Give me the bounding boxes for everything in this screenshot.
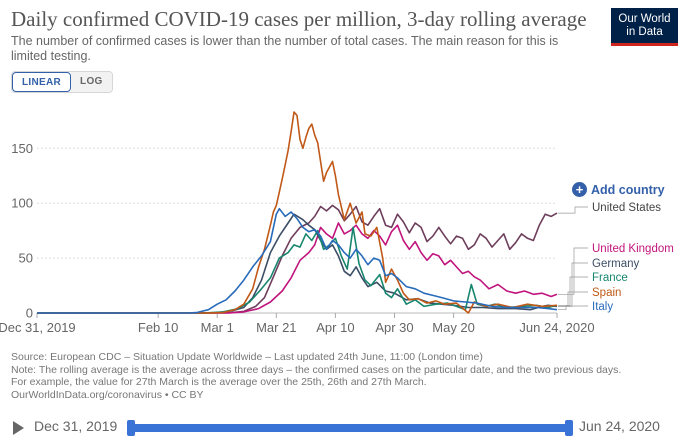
end-label-france[interactable]: France [592, 272, 628, 284]
rolling-average-note: Note: The rolling average is the average… [11, 363, 622, 376]
plus-circle-icon: + [572, 182, 587, 197]
add-country-button[interactable]: + Add country [572, 182, 665, 197]
timeline: Dec 31, 2019 Jun 24, 2020 [11, 416, 679, 440]
timeline-track[interactable] [131, 424, 569, 432]
source-link[interactable]: OurWorldInData.org/coronavirus • CC BY [11, 388, 204, 401]
log-scale-button[interactable]: LOG [71, 72, 112, 92]
y-tick-0: 0 [26, 306, 33, 321]
x-tick-0: Dec 31, 2019 [0, 320, 76, 335]
leader-line-italy [558, 305, 588, 311]
series-line-spain[interactable] [36, 111, 558, 314]
end-label-spain[interactable]: Spain [592, 287, 621, 299]
chart-subtitle: The number of confirmed cases is lower t… [11, 34, 559, 63]
owid-logo[interactable]: Our World in Data [611, 8, 678, 46]
end-label-united-states[interactable]: United States [592, 202, 661, 214]
x-tick-6: May 20 [432, 320, 475, 335]
end-label-united-kingdom[interactable]: United Kingdom [592, 243, 674, 255]
chart-title: Daily confirmed COVID-19 cases per milli… [11, 7, 587, 31]
example-note: For example, the value for 27th March is… [11, 376, 427, 388]
series-line-france[interactable] [36, 226, 558, 314]
end-label-italy[interactable]: Italy [592, 301, 613, 313]
leader-line-france [558, 276, 588, 306]
leader-line-spain [558, 291, 588, 306]
x-tick-1: Feb 10 [138, 320, 178, 335]
chart-footer: Source: European CDC – Situation Update … [11, 351, 671, 401]
logo-line-2: in Data [626, 26, 663, 38]
x-axis: Dec 31, 2019 Feb 10 Mar 1 Mar 21 Apr 10 Apr 3… [0, 313, 595, 335]
series-lines [36, 111, 558, 314]
add-country-label: Add country [591, 182, 665, 197]
timeline-start-handle[interactable] [127, 420, 135, 436]
y-tick-100: 100 [11, 196, 33, 211]
timeline-start-label: Dec 31, 2019 [34, 418, 118, 434]
y-axis: 0 50 100 150 [11, 141, 33, 321]
series-line-united-kingdom[interactable] [36, 222, 558, 314]
timeline-end-handle[interactable] [565, 420, 573, 436]
linear-scale-button[interactable]: LINEAR [12, 72, 72, 92]
leader-line-germany [558, 262, 588, 307]
y-tick-50: 50 [19, 251, 33, 266]
play-icon[interactable] [13, 421, 24, 435]
x-tick-5: Apr 30 [375, 320, 413, 335]
source-note: Source: European CDC – Situation Update … [11, 351, 483, 363]
logo-line-1: Our World [618, 13, 671, 25]
series-end-labels: United States United Kingdom Germany France… [558, 202, 674, 313]
series-line-united-states[interactable] [37, 204, 558, 314]
leader-line-united-states [558, 206, 588, 214]
line-chart: 0 50 100 150 Dec 31, 2019 Feb 10 Mar 1 Mar 21 A… [0, 111, 674, 335]
end-label-germany[interactable]: Germany [592, 258, 640, 270]
series-line-italy[interactable] [37, 207, 558, 314]
leader-line-united-kingdom [558, 247, 588, 295]
scale-toggle: LINEAR LOG [11, 71, 113, 93]
x-tick-4: Apr 10 [316, 320, 354, 335]
y-tick-150: 150 [11, 141, 33, 156]
series-line-germany[interactable] [36, 213, 558, 314]
x-tick-2: Mar 1 [201, 320, 234, 335]
timeline-end-label: Jun 24, 2020 [579, 418, 660, 434]
x-tick-7: Jun 24, 2020 [519, 320, 594, 335]
x-tick-3: Mar 21 [256, 320, 296, 335]
